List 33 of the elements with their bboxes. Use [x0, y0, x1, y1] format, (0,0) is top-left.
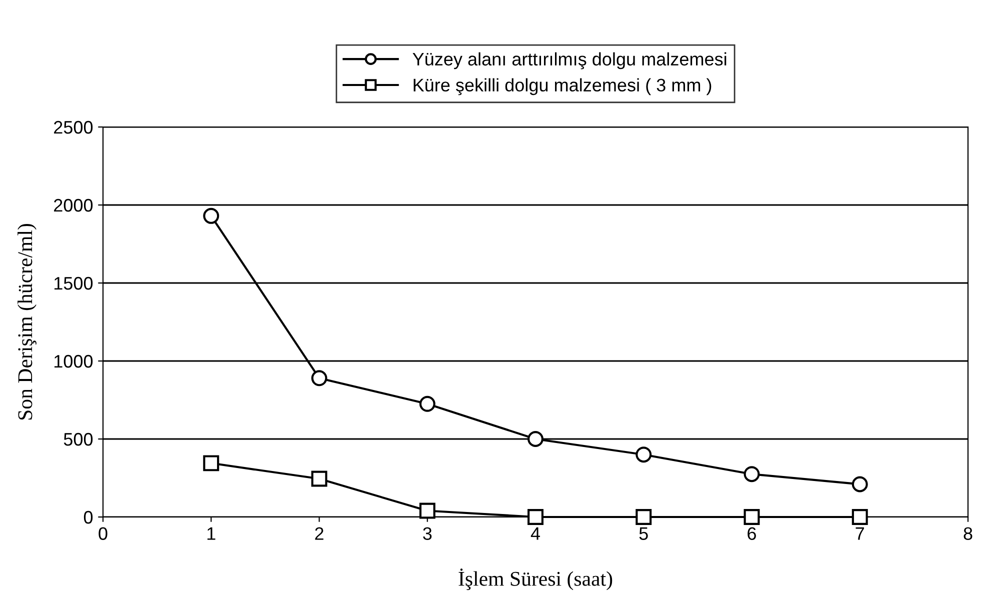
x-tick-label: 6 — [748, 527, 756, 540]
point — [852, 509, 868, 525]
x-tick-label: 4 — [530, 527, 540, 540]
y-tick-label: 2500 — [54, 120, 93, 134]
x-tick-label: 5 — [639, 527, 648, 540]
y-tick-label: 1500 — [54, 276, 93, 290]
point — [744, 509, 760, 525]
point — [528, 509, 544, 525]
point — [528, 431, 544, 447]
x-axis-title: İşlem Süresi (saat) — [458, 568, 612, 590]
point — [419, 502, 436, 519]
x-tick-label: 0 — [98, 527, 108, 540]
point — [852, 476, 868, 492]
x-tick-label: 7 — [856, 527, 864, 540]
legend-label: Küre şekilli dolgu malzemesi ( 3 mm ) — [414, 78, 712, 96]
legend-label: Yüzey alanı arttırılmış dolgu malzemesi — [412, 52, 726, 70]
point — [311, 370, 328, 386]
x-tick-label: 8 — [964, 527, 972, 540]
y-tick-label: 1000 — [54, 354, 93, 368]
y-tick-label: 2000 — [54, 198, 93, 212]
point — [744, 466, 760, 482]
y-tick-label: 500 — [64, 432, 93, 446]
x-tick-label: 2 — [315, 527, 324, 540]
point — [636, 446, 652, 463]
y-tick-label: 0 — [84, 510, 93, 524]
point — [311, 470, 328, 487]
point — [203, 208, 220, 224]
x-tick-label: 1 — [207, 527, 216, 540]
point — [636, 509, 652, 525]
y-axis-title: Son Derişim (hücre/ml) — [18, 224, 36, 420]
x-tick-label: 3 — [423, 527, 432, 540]
point — [203, 455, 220, 472]
point — [419, 396, 436, 412]
